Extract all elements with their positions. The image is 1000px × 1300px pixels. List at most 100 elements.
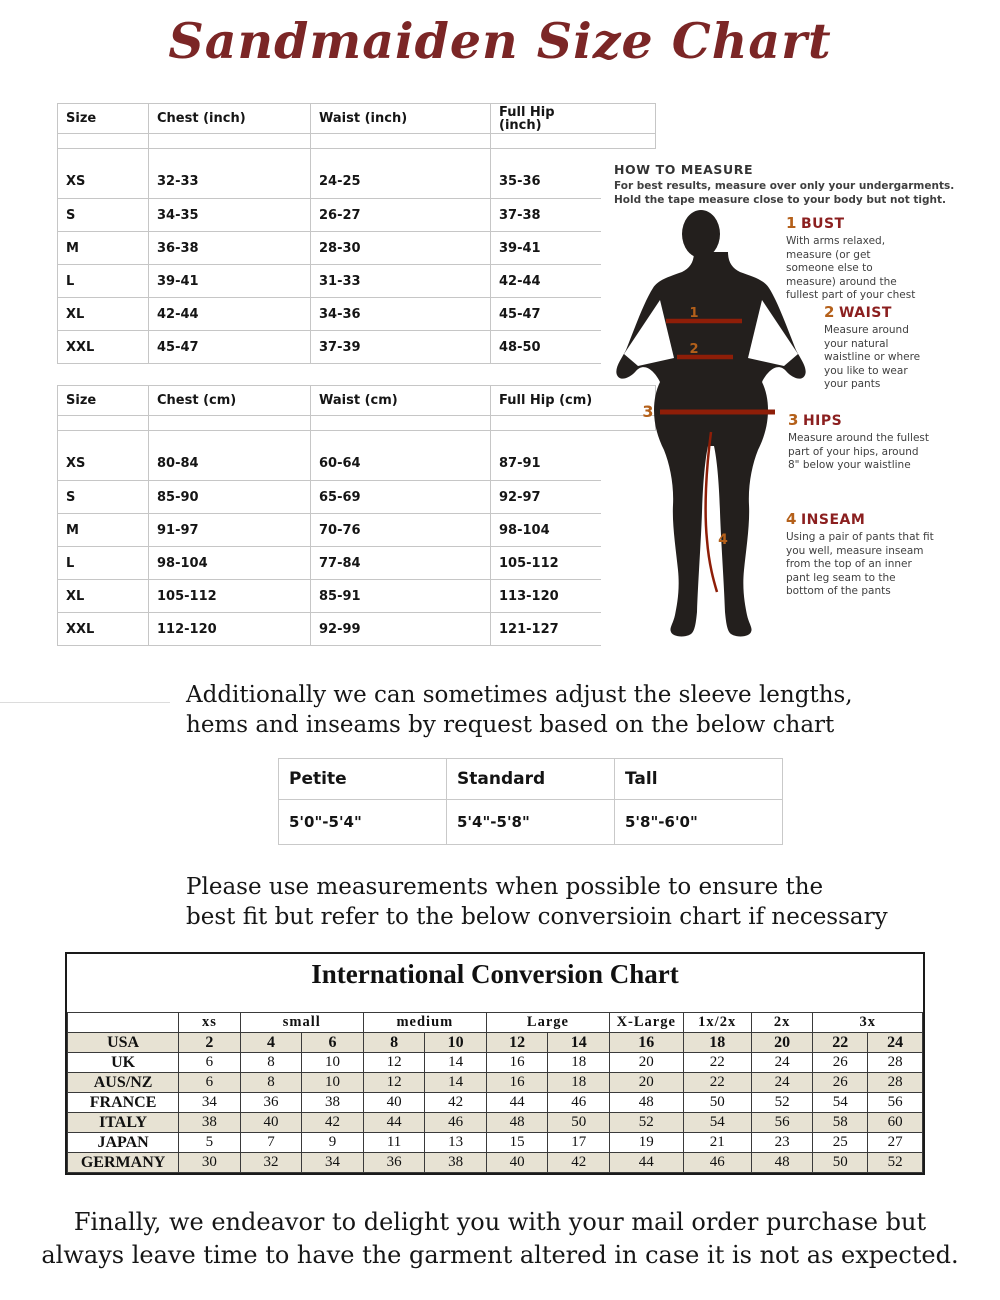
- conversion-cell: 36: [239, 1092, 303, 1113]
- conversion-cell: 40: [239, 1112, 303, 1133]
- figure-marker-3: 3: [642, 402, 653, 421]
- conversion-cell: 8: [362, 1032, 426, 1053]
- conversion-cell: 38: [424, 1152, 487, 1173]
- conversion-cell: 9: [301, 1132, 364, 1153]
- size-cell-size: L: [57, 546, 149, 580]
- conversion-cell: 13: [424, 1132, 487, 1153]
- conversion-country: GERMANY: [66, 1152, 180, 1173]
- group-header-1x2x: 1x/2x: [682, 1012, 752, 1033]
- height-header-standard: Standard: [446, 758, 615, 800]
- conversion-cell: 20: [608, 1072, 684, 1093]
- page-title: Sandmaiden Size Chart: [168, 12, 832, 70]
- size-cell-waist: 37-39: [310, 330, 491, 364]
- conversion-cell: 10: [301, 1052, 364, 1073]
- step-text: Measure around your natural waistline or…: [824, 324, 921, 390]
- height-value-tall: 5'8"-6'0": [614, 799, 783, 845]
- step-number: 1: [786, 214, 797, 232]
- conversion-cell: 58: [812, 1112, 869, 1133]
- size-cell-chest: 34-35: [148, 198, 311, 232]
- size-row: M 36-38 28-30 39-41: [57, 231, 656, 265]
- conversion-cell: 11: [362, 1132, 426, 1153]
- note-measure: Please use measurements when possible to…: [186, 872, 888, 932]
- blank-row: [57, 415, 656, 431]
- conversion-cell: 44: [485, 1092, 549, 1113]
- conversion-cell: 52: [867, 1152, 923, 1173]
- size-cell-chest: 98-104: [148, 546, 311, 580]
- note-final: Finally, we endeavor to delight you with…: [0, 1206, 1000, 1272]
- conversion-cell: 26: [812, 1052, 869, 1073]
- size-cell-size: M: [57, 513, 149, 547]
- conversion-cell: 28: [867, 1052, 923, 1073]
- conversion-cell: 48: [750, 1152, 814, 1173]
- size-cell-waist: 77-84: [310, 546, 491, 580]
- conversion-table: xs small medium Large X-Large 1x/2x 2x 3…: [66, 1012, 923, 1173]
- step-number: 3: [788, 411, 799, 429]
- size-row: M 91-97 70-76 98-104: [57, 513, 656, 547]
- size-cell-size: XXL: [57, 330, 149, 364]
- size-cell-chest: 80-84: [148, 447, 311, 481]
- conversion-chart: International Conversion Chart xs small …: [65, 952, 925, 1175]
- size-cell-hip: 42-44: [490, 264, 601, 298]
- step-name: HIPS: [802, 413, 843, 429]
- group-header-small: small: [239, 1012, 364, 1033]
- col-header-waist: Waist (cm): [310, 385, 491, 416]
- conversion-cell: 16: [608, 1032, 684, 1053]
- conversion-cell: 14: [424, 1052, 487, 1073]
- conversion-cell: 17: [547, 1132, 610, 1153]
- conversion-cell: 12: [362, 1072, 426, 1093]
- conversion-cell: 6: [178, 1052, 241, 1073]
- conversion-cell: 24: [867, 1032, 923, 1053]
- size-row: XS 80-84 60-64 87-91: [57, 447, 656, 481]
- note-measure-line-2: best fit but refer to the below conversi…: [186, 904, 888, 930]
- size-row: XXL 45-47 37-39 48-50: [57, 330, 656, 364]
- size-cell-hip: 98-104: [490, 513, 601, 547]
- size-cell-chest: 36-38: [148, 231, 311, 265]
- conversion-cell: 46: [682, 1152, 752, 1173]
- conversion-cell: 4: [239, 1032, 303, 1053]
- conversion-chart-title: International Conversion Chart: [311, 959, 679, 989]
- size-row: XXL 112-120 92-99 121-127: [57, 612, 656, 646]
- conversion-cell: 25: [812, 1132, 869, 1153]
- size-cell-size: XS: [57, 447, 149, 481]
- step-text: With arms relaxed, measure (or get someo…: [786, 235, 916, 301]
- size-cell-waist: 26-27: [310, 198, 491, 232]
- conversion-cell: 21: [682, 1132, 752, 1153]
- height-header-petite: Petite: [278, 758, 447, 800]
- height-table-value-row: 5'0"-5'4" 5'4"-5'8" 5'8"-6'0": [278, 799, 783, 845]
- note-adjust-line-1: Additionally we can sometimes adjust the…: [186, 682, 853, 708]
- conversion-row: UK 6 8 10 12 14 16 18 20 22 24 26 28: [66, 1052, 923, 1073]
- conversion-cell: 42: [424, 1092, 487, 1113]
- size-row: L 39-41 31-33 42-44: [57, 264, 656, 298]
- conversion-cell: 48: [608, 1092, 684, 1113]
- size-row: XL 105-112 85-91 113-120: [57, 579, 656, 613]
- size-row: XS 32-33 24-25 35-36: [57, 165, 656, 199]
- conversion-cell: 2: [178, 1032, 241, 1053]
- conversion-country: AUS/NZ: [66, 1072, 180, 1093]
- conversion-row: USA 2 4 6 8 10 12 14 16 18 20 22 24: [66, 1032, 923, 1053]
- conversion-cell: 6: [301, 1032, 364, 1053]
- conversion-cell: 26: [812, 1072, 869, 1093]
- how-to-measure-intro: For best results, measure over only your…: [614, 179, 954, 207]
- conversion-row: AUS/NZ 6 8 10 12 14 16 18 20 22 24 26 28: [66, 1072, 923, 1093]
- height-table: Petite Standard Tall 5'0"-5'4" 5'4"-5'8"…: [278, 758, 783, 845]
- conversion-cell: 16: [485, 1052, 549, 1073]
- size-cell-waist: 65-69: [310, 480, 491, 514]
- measure-step-waist: 2 WAIST Measure around your natural waist…: [824, 303, 932, 392]
- size-cell-hip: 113-120: [490, 579, 601, 613]
- conversion-cell: 23: [750, 1132, 814, 1153]
- size-row: S 85-90 65-69 92-97: [57, 480, 656, 514]
- conversion-cell: 27: [867, 1132, 923, 1153]
- note-final-line-2: always leave time to have the garment al…: [41, 1241, 959, 1269]
- size-cell-hip: 45-47: [490, 297, 601, 331]
- conversion-row: GERMANY 30 32 34 36 38 40 42 44 46 48 50 52: [66, 1152, 923, 1173]
- conversion-country: FRANCE: [66, 1092, 180, 1113]
- conversion-cell: 34: [178, 1092, 241, 1113]
- conversion-cell: 5: [178, 1132, 241, 1153]
- conversion-cell: 14: [547, 1032, 610, 1053]
- conversion-cell: 20: [608, 1052, 684, 1073]
- conversion-cell: 38: [301, 1092, 364, 1113]
- height-value-petite: 5'0"-5'4": [278, 799, 447, 845]
- conversion-country: USA: [66, 1032, 180, 1053]
- note-measure-line-1: Please use measurements when possible to…: [186, 874, 824, 900]
- group-header-large: Large: [485, 1012, 610, 1033]
